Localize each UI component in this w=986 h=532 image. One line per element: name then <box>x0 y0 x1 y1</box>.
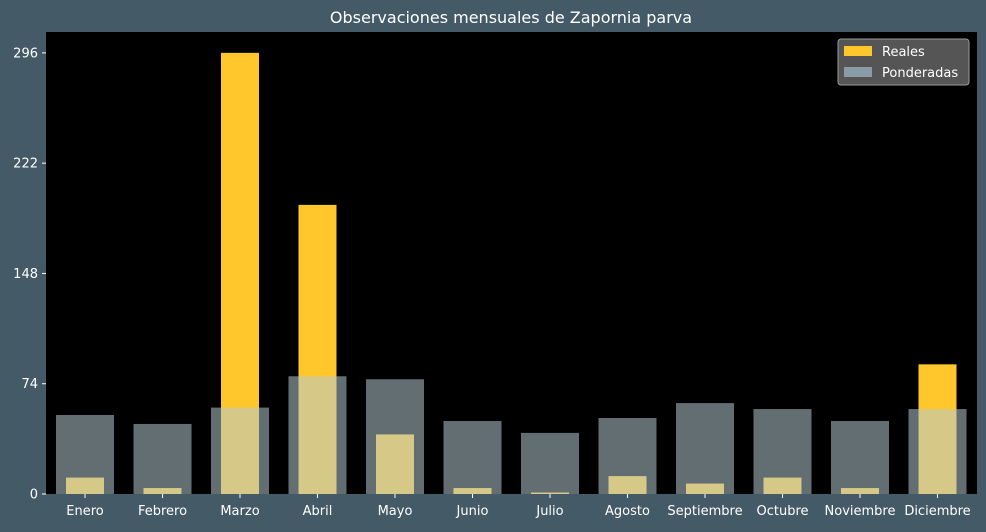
chart-title: Observaciones mensuales de Zapornia parv… <box>330 8 692 27</box>
bar-ponderadas-julio <box>521 432 579 494</box>
axes: Enero Febrero Marzo Abril Mayo Junio Julio Agos… <box>13 46 971 519</box>
y-tick-label: 0 <box>30 488 38 503</box>
bar-ponderadas-noviembre <box>831 420 889 494</box>
x-tick-label: Agosto <box>605 504 650 519</box>
bar-ponderadas-octubre <box>753 409 812 494</box>
y-tick-label: 222 <box>13 157 38 172</box>
x-tick-label: Marzo <box>220 504 259 519</box>
legend-swatch-ponderadas <box>844 67 872 77</box>
y-tick-label: 148 <box>13 267 38 282</box>
series-ponderadas <box>56 376 967 494</box>
bar-ponderadas-septiembre <box>676 403 734 494</box>
x-tick-label: Octubre <box>756 504 808 519</box>
x-tick-label: Abril <box>303 504 333 519</box>
bar-ponderadas-agosto <box>598 417 657 494</box>
x-tick-label: Junio <box>456 504 489 519</box>
bar-ponderadas-febrero <box>133 423 192 494</box>
legend-label-ponderadas: Ponderadas <box>882 66 958 81</box>
x-tick-label: Diciembre <box>904 504 970 519</box>
legend: Reales Ponderadas <box>837 38 970 86</box>
x-tick-label: Enero <box>66 504 104 519</box>
bar-ponderadas-marzo <box>211 407 269 494</box>
y-tick-label: 296 <box>13 46 38 61</box>
y-tick-label: 74 <box>21 377 38 392</box>
plot-area <box>46 32 977 494</box>
x-tick-label: Mayo <box>378 504 413 519</box>
x-tick-label: Julio <box>535 504 563 519</box>
bar-ponderadas-mayo <box>366 379 424 494</box>
bar-ponderadas-enero <box>56 415 114 494</box>
bar-ponderadas-junio <box>443 420 502 494</box>
x-tick-label: Septiembre <box>667 504 742 519</box>
x-tick-label: Febrero <box>138 504 187 519</box>
x-tick-label: Noviembre <box>825 504 896 519</box>
bar-ponderadas-diciembre <box>908 409 967 494</box>
bar-ponderadas-abril <box>288 376 347 494</box>
legend-swatch-reales <box>844 46 872 56</box>
legend-label-reales: Reales <box>882 45 925 60</box>
